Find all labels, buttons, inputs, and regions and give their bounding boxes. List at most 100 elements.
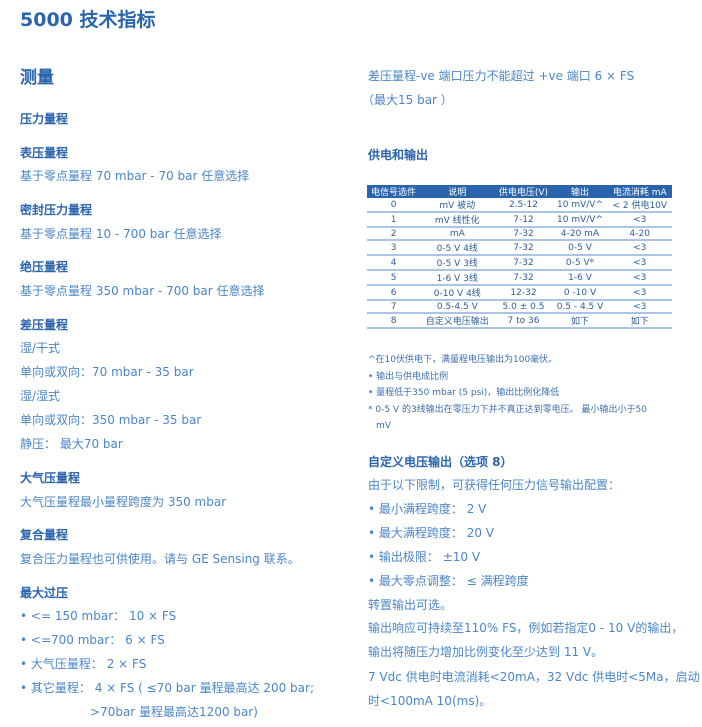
page-title: 5000 技术指标 <box>20 9 156 31</box>
custom-line: • 输出极限： ±10 V <box>368 550 481 564</box>
custom-line: 时<100mA 10(ms)。 <box>368 694 492 708</box>
table-cell: 0-10 V 4线 <box>420 285 495 301</box>
table-row: 7 0.5-4.5 V 5.0 ± 0.5 0.5 - 4.5 V <3 <box>367 300 672 314</box>
overpressure-item: • <=700 mbar： 6 × FS <box>20 633 165 647</box>
diff-note: （最大15 bar ） <box>362 93 453 107</box>
table-cell: 0-5 V 3线 <box>420 255 495 271</box>
table-cell: <3 <box>607 300 672 314</box>
custom-line: 输出将随压力增加比例变化至少达到 11 V。 <box>368 645 604 659</box>
table-cell: 5.0 ± 0.5 <box>494 300 553 314</box>
table-header: 供电电压(V) <box>494 185 553 198</box>
table-cell: 7-32 <box>494 240 553 256</box>
table-row: 5 1-6 V 3线 7-32 1-6 V <3 <box>367 270 672 286</box>
overpressure-item: • <= 150 mbar： 10 × FS <box>20 609 177 623</box>
table-header: 说明 <box>420 185 495 198</box>
table-cell: 10 mV/V^ <box>552 198 608 213</box>
gauge-text: 基于零点量程 70 mbar - 70 bar 任意选择 <box>20 169 250 183</box>
custom-line: • 最大满程跨度： 20 V <box>368 526 495 540</box>
table-row: 6 0-10 V 4线 12-32 0 -10 V <3 <box>367 285 672 301</box>
sealed-text: 基于零点量程 10 - 700 bar 任意选择 <box>20 227 222 241</box>
diff-note: 差压量程-ve 端口压力不能超过 +ve 端口 6 × FS <box>368 69 635 83</box>
heading-overpressure: 最大过压 <box>20 586 69 600</box>
table-cell: 10 mV/V^ <box>552 212 608 228</box>
note: • 量程低于350 mbar (5 psi)，输出比例化降低 <box>368 388 560 398</box>
table-cell: 自定义电压输出 <box>420 313 495 329</box>
table-cell: <3 <box>607 240 672 256</box>
custom-line: 输出响应可持续至110% FS，例如若指定0 - 10 V的输出， <box>368 621 684 635</box>
custom-line: 由于以下限制，可获得任何压力信号输出配置： <box>368 478 621 492</box>
table-cell: 4-20 <box>607 227 672 241</box>
table-cell: 0-5 V 4线 <box>420 240 495 256</box>
table-cell: mV 被动 <box>420 198 495 213</box>
custom-line: • 最小满程跨度： 2 V <box>368 502 487 516</box>
heading-range: 压力量程 <box>20 112 69 126</box>
overpressure-item: • 大气压量程： 2 × FS <box>20 657 147 671</box>
table-cell: 0-5 V* <box>552 255 608 271</box>
table-header: 电流消耗 mA <box>607 185 672 198</box>
table-cell: 7-32 <box>494 270 553 286</box>
table-cell: 7-32 <box>494 255 553 271</box>
custom-line: 7 Vdc 供电时电流消耗<20mA，32 Vdc 供电时<5Ma，启动 <box>368 670 700 684</box>
note: mV <box>376 421 391 431</box>
table-cell: 2.5-12 <box>494 198 553 213</box>
table-row: 4 0-5 V 3线 7-32 0-5 V* <3 <box>367 255 672 271</box>
heading-sealed: 密封压力量程 <box>20 203 93 217</box>
heading-compound: 复合量程 <box>20 528 69 542</box>
custom-line: 转置输出可选。 <box>368 598 453 612</box>
table-cell: 4 <box>367 255 421 271</box>
table-cell: < 2 供电10V <box>607 198 672 213</box>
note: * 0-5 V 的3线输出在零压力下并不真正达到零电压。 最小输出小于50 <box>368 405 647 415</box>
table-cell: 7 to 36 <box>494 313 553 329</box>
table-cell: 如下 <box>552 313 608 329</box>
overpressure-item: • 其它量程： 4 × FS ( ≤70 bar 量程最高达 200 bar; <box>20 681 314 695</box>
note: ^在10伏供电下，满量程电压输出为100毫伏。 <box>368 355 558 365</box>
table-cell: 0.5 - 4.5 V <box>552 300 608 314</box>
diff-text: 单向或双向：350 mbar - 35 bar <box>20 413 202 427</box>
output-table: 电信号选件 说明 供电电压(V) 输出 电流消耗 mA 0 mV 被动 2.5-12 10 m… <box>367 185 672 329</box>
table-cell: 1-6 V 3线 <box>420 270 495 286</box>
table-cell: 6 <box>367 285 421 301</box>
table-cell: 8 <box>367 313 421 329</box>
table-row: 3 0-5 V 4线 7-32 0-5 V <3 <box>367 240 672 256</box>
table-cell: 5 <box>367 270 421 286</box>
diff-text: 静压： 最大70 bar <box>20 437 123 451</box>
baro-text: 大气压量程最小量程跨度为 350 mbar <box>20 495 227 509</box>
table-cell: 如下 <box>607 313 672 329</box>
table-cell: 3 <box>367 240 421 256</box>
table-cell: <3 <box>607 255 672 271</box>
table-cell: mA <box>420 227 495 241</box>
heading-baro: 大气压量程 <box>20 471 81 485</box>
table-row: 2 mA 7-32 4-20 mA 4-20 <box>367 227 672 241</box>
table-cell: 0 -10 V <box>552 285 608 301</box>
table-cell: 7-12 <box>494 212 553 228</box>
diff-text: 湿/湿式 <box>20 389 61 403</box>
table-cell: <3 <box>607 270 672 286</box>
table-cell: 12-32 <box>494 285 553 301</box>
table-cell: 2 <box>367 227 421 241</box>
table-row: 8 自定义电压输出 7 to 36 如下 如下 <box>367 313 672 329</box>
table-header: 输出 <box>552 185 608 198</box>
table-cell: 7-32 <box>494 227 553 241</box>
abs-text: 基于零点量程 350 mbar - 700 bar 任意选择 <box>20 284 265 298</box>
table-cell: 4-20 mA <box>552 227 608 241</box>
note: • 输出与供电成比例 <box>368 372 449 382</box>
heading-diff: 差压量程 <box>20 318 69 332</box>
table-row: 1 mV 线性化 7-12 10 mV/V^ <3 <box>367 212 672 228</box>
diff-text: 单向或双向：70 mbar - 35 bar <box>20 365 194 379</box>
table-cell: 1 <box>367 212 421 228</box>
table-cell: 0-5 V <box>552 240 608 256</box>
heading-gauge: 表压量程 <box>20 146 69 160</box>
heading-custom: 自定义电压输出（选项 8） <box>368 455 513 469</box>
custom-line: • 最大零点调整： ≤ 满程跨度 <box>368 574 529 588</box>
table-cell: 7 <box>367 300 421 314</box>
table-cell: <3 <box>607 212 672 228</box>
table-cell: <3 <box>607 285 672 301</box>
heading-supply: 供电和输出 <box>368 148 429 162</box>
table-header: 电信号选件 <box>367 185 421 198</box>
table-cell: 1-6 V <box>552 270 608 286</box>
compound-text: 复合压力量程也可供使用。请与 GE Sensing 联系。 <box>20 552 300 566</box>
table-cell: mV 线性化 <box>420 212 495 228</box>
table-cell: 0 <box>367 198 421 213</box>
section-measure: 测量 <box>20 68 54 88</box>
table-cell: 0.5-4.5 V <box>420 300 495 314</box>
